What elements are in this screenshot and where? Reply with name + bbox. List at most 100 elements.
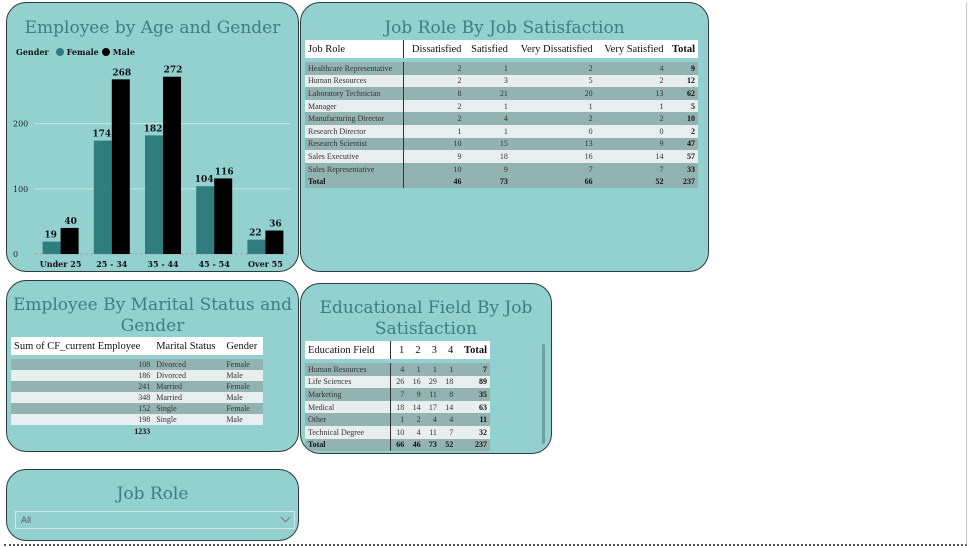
table-cell: Married <box>153 392 224 403</box>
column-header: Satisfied <box>464 40 511 58</box>
table-cell: Laboratory Technician <box>305 87 405 100</box>
legend-male-label: Male <box>112 47 135 57</box>
table-cell: 2 <box>595 74 667 88</box>
chevron-down-icon[interactable] <box>280 512 291 523</box>
table-cell: 7 <box>390 388 408 401</box>
job-role-card[interactable]: Job Role By Job Satisfaction Job Role Dis… <box>300 2 709 272</box>
table-row[interactable]: Manufacturing Director 2 4 2 2 10 <box>305 112 698 125</box>
table-cell: 57 <box>666 150 698 163</box>
table-cell: Sales Executive <box>305 150 405 163</box>
data-label-male-1: 268 <box>112 68 131 78</box>
table-cell: 21 <box>464 87 511 100</box>
table-cell: 16 <box>510 150 596 163</box>
table-row[interactable]: 108 Divorced Female <box>11 359 263 370</box>
table-row[interactable]: 152 Single Female <box>11 403 263 414</box>
x-tick-label-1: 25 - 34 <box>96 259 128 269</box>
total-cell: 66 <box>390 438 408 452</box>
table-cell: 47 <box>666 137 698 151</box>
table-cell: 1 <box>407 363 424 376</box>
table-cell: 14 <box>595 150 667 163</box>
table-row[interactable]: 198 Single Male <box>11 414 263 425</box>
table-cell: Divorced <box>153 359 224 370</box>
table-cell: 20 <box>510 87 596 100</box>
y-tick-label-100: 100 <box>13 185 28 194</box>
table-row[interactable]: 186 Divorced Male <box>11 370 263 381</box>
legend-title: Gender <box>16 47 49 57</box>
table-cell: 11 <box>456 413 490 426</box>
age-gender-chart-card[interactable]: Employee by Age and Gender Gender Female… <box>6 2 299 272</box>
bar-male-1[interactable] <box>111 79 130 255</box>
education-table: Education Field 1 2 3 4 Total Human Resources… <box>305 341 490 452</box>
bar-female-0[interactable] <box>42 241 61 254</box>
table-cell: 14 <box>439 400 457 414</box>
total-cell: 237 <box>456 438 490 452</box>
table-cell: 348 <box>11 392 154 403</box>
table-cell: 18 <box>439 375 457 389</box>
column-header: Sum of CF_current Employee <box>11 337 154 355</box>
table-cell: 9 <box>595 137 667 151</box>
table-row[interactable]: Research Director 1 1 0 0 2 <box>305 124 698 138</box>
table-row[interactable]: Sales Representative 10 9 7 7 33 <box>305 162 698 176</box>
table-row[interactable]: Other 1 2 4 4 11 <box>305 413 490 426</box>
table-row[interactable]: Sales Executive 9 18 16 14 57 <box>305 150 698 163</box>
table-cell: Life Sciences <box>305 375 391 389</box>
table-row[interactable]: Research Scientist 10 15 13 9 47 <box>305 137 698 151</box>
total-row: Total 66 46 73 52 237 <box>305 438 490 452</box>
total-cell: 237 <box>666 175 698 188</box>
legend-female-label: Female <box>66 47 99 57</box>
table-row[interactable]: Marketing 7 9 11 8 35 <box>305 388 490 401</box>
table-row[interactable]: Human Resources 4 1 1 1 7 <box>305 363 490 376</box>
table-row[interactable]: Laboratory Technician 8 21 20 13 62 <box>305 87 698 100</box>
table-row[interactable]: Medical 18 14 17 14 63 <box>305 400 490 414</box>
table-cell: 29 <box>423 375 440 389</box>
education-title-line1: Educational Field By Job <box>319 298 533 318</box>
table-cell: 108 <box>11 359 154 370</box>
education-card[interactable]: Educational Field By Job Satisfaction Ed… <box>300 283 552 454</box>
bar-male-0[interactable] <box>60 227 79 254</box>
table-row[interactable]: 241 Married Female <box>11 381 263 392</box>
table-cell: 11 <box>423 425 440 439</box>
table-cell: 7 <box>456 363 490 376</box>
bar-female-2[interactable] <box>145 135 163 254</box>
total-cell-empty <box>223 425 263 437</box>
table-row[interactable]: 348 Married Male <box>11 392 263 403</box>
table-cell: 32 <box>456 425 490 439</box>
bar-male-3[interactable] <box>214 178 233 254</box>
bar-female-1[interactable] <box>93 140 112 254</box>
table-row[interactable]: Healthcare Representative 2 1 2 4 9 <box>305 62 698 75</box>
job-role-slicer-card: Job Role All <box>6 469 299 541</box>
column-header: Job Role <box>305 40 405 58</box>
total-cell: 46 <box>403 175 465 188</box>
table-cell: 1 <box>464 62 511 75</box>
marital-card[interactable]: Employee By Marital Status and Gender Su… <box>6 280 299 452</box>
table-cell: 2 <box>407 413 424 426</box>
bar-female-3[interactable] <box>196 186 215 254</box>
table-cell: 63 <box>456 400 490 414</box>
table-row[interactable]: Technical Degree 10 4 11 7 32 <box>305 425 490 439</box>
bar-male-2[interactable] <box>163 76 181 254</box>
table-cell: 4 <box>390 363 408 376</box>
table-cell: 2 <box>403 74 465 88</box>
job-role-title: Job Role By Job Satisfaction <box>384 18 625 38</box>
column-header: 3 <box>423 341 440 359</box>
bar-female-4[interactable] <box>247 239 266 254</box>
table-cell: 26 <box>390 375 408 389</box>
table-row[interactable]: Life Sciences 26 16 29 18 89 <box>305 375 490 389</box>
column-header: Very Satisfied <box>595 40 667 58</box>
job-role-dropdown[interactable]: All <box>15 511 295 529</box>
column-header: 1 <box>390 341 408 359</box>
age-gender-title: Employee by Age and Gender <box>24 18 281 38</box>
table-cell: Other <box>305 413 391 426</box>
education-scrollbar[interactable] <box>542 344 545 444</box>
table-row[interactable]: Manager 2 1 1 1 5 <box>305 99 698 113</box>
table-cell: 198 <box>11 414 154 425</box>
bar-male-4[interactable] <box>265 230 284 254</box>
table-row[interactable]: Human Resources 2 3 5 2 12 <box>305 74 698 88</box>
table-cell: 11 <box>423 388 440 401</box>
table-cell: Healthcare Representative <box>305 62 405 75</box>
table-cell: 18 <box>464 150 511 163</box>
table-cell: 10 <box>403 137 465 151</box>
table-cell: 2 <box>595 112 667 125</box>
table-cell: 241 <box>11 381 154 392</box>
table-cell: Sales Representative <box>305 162 405 176</box>
